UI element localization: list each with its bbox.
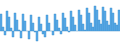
Bar: [84, 30, 86, 31]
Bar: [42, 31, 44, 34]
Bar: [82, 24, 84, 31]
Bar: [110, 8, 112, 31]
Bar: [116, 25, 118, 31]
Bar: [6, 11, 8, 31]
Bar: [16, 20, 18, 31]
Bar: [46, 15, 48, 31]
Bar: [8, 17, 10, 31]
Bar: [34, 31, 36, 32]
Bar: [104, 11, 106, 31]
Bar: [24, 21, 26, 31]
Bar: [36, 31, 38, 41]
Bar: [98, 20, 100, 31]
Bar: [88, 13, 90, 31]
Bar: [4, 31, 6, 35]
Bar: [20, 31, 22, 38]
Bar: [54, 14, 56, 31]
Bar: [74, 25, 76, 31]
Bar: [38, 17, 40, 31]
Bar: [62, 13, 64, 31]
Bar: [114, 22, 116, 31]
Bar: [118, 10, 120, 31]
Bar: [18, 30, 20, 31]
Bar: [22, 14, 24, 31]
Bar: [92, 27, 94, 31]
Bar: [108, 25, 110, 31]
Bar: [64, 18, 66, 31]
Bar: [96, 10, 98, 31]
Bar: [58, 28, 60, 31]
Bar: [44, 31, 46, 37]
Bar: [52, 31, 54, 35]
Bar: [72, 17, 74, 31]
Bar: [40, 24, 42, 31]
Bar: [32, 22, 34, 31]
Bar: [80, 15, 82, 31]
Bar: [48, 22, 50, 31]
Bar: [86, 8, 88, 31]
Bar: [106, 21, 108, 31]
Bar: [10, 28, 12, 31]
Bar: [12, 31, 14, 37]
Bar: [100, 24, 102, 31]
Bar: [0, 14, 2, 31]
Bar: [66, 27, 68, 31]
Bar: [90, 22, 92, 31]
Bar: [14, 13, 16, 31]
Bar: [56, 20, 58, 31]
Bar: [68, 31, 70, 32]
Bar: [102, 7, 104, 31]
Bar: [70, 11, 72, 31]
Bar: [94, 6, 96, 31]
Bar: [2, 27, 4, 31]
Bar: [60, 31, 62, 34]
Bar: [30, 15, 32, 31]
Bar: [78, 10, 80, 31]
Bar: [112, 13, 114, 31]
Bar: [28, 31, 30, 39]
